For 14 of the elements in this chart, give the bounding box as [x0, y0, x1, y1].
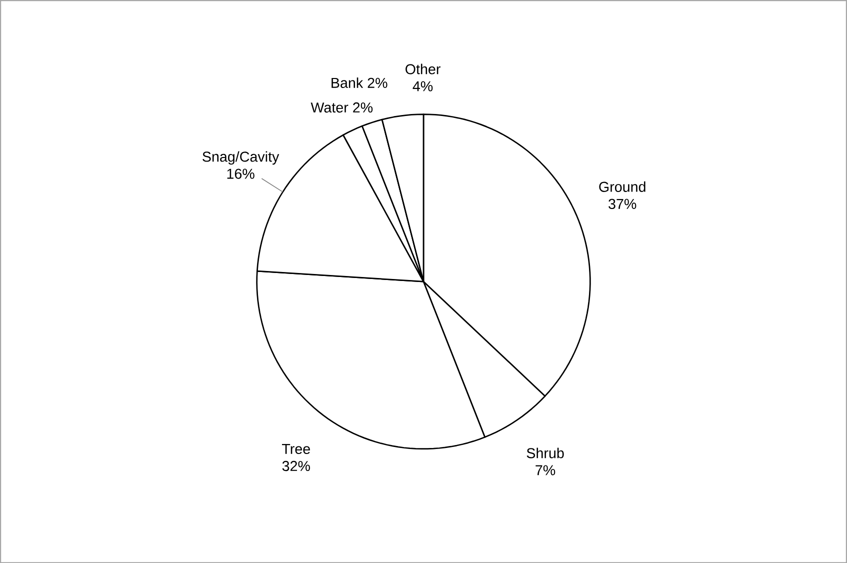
data-label: 2% [368, 78, 388, 88]
data-label: 7% [536, 465, 556, 476]
slice-label: Ground [599, 181, 646, 192]
data-label: 32% [282, 460, 310, 471]
slice-label: Shrub [526, 448, 564, 458]
slice-label: Bank [332, 77, 364, 88]
data-label: 4% [412, 81, 433, 92]
slice-label: Other [406, 64, 440, 74]
data-label: 37% [608, 198, 636, 209]
slice-label: Water [310, 102, 348, 112]
data-label: 2% [353, 102, 373, 112]
slice-label: Tree [282, 444, 310, 454]
slice-label: Snag/Cavity [202, 151, 280, 165]
data-label: 16% [227, 168, 254, 179]
